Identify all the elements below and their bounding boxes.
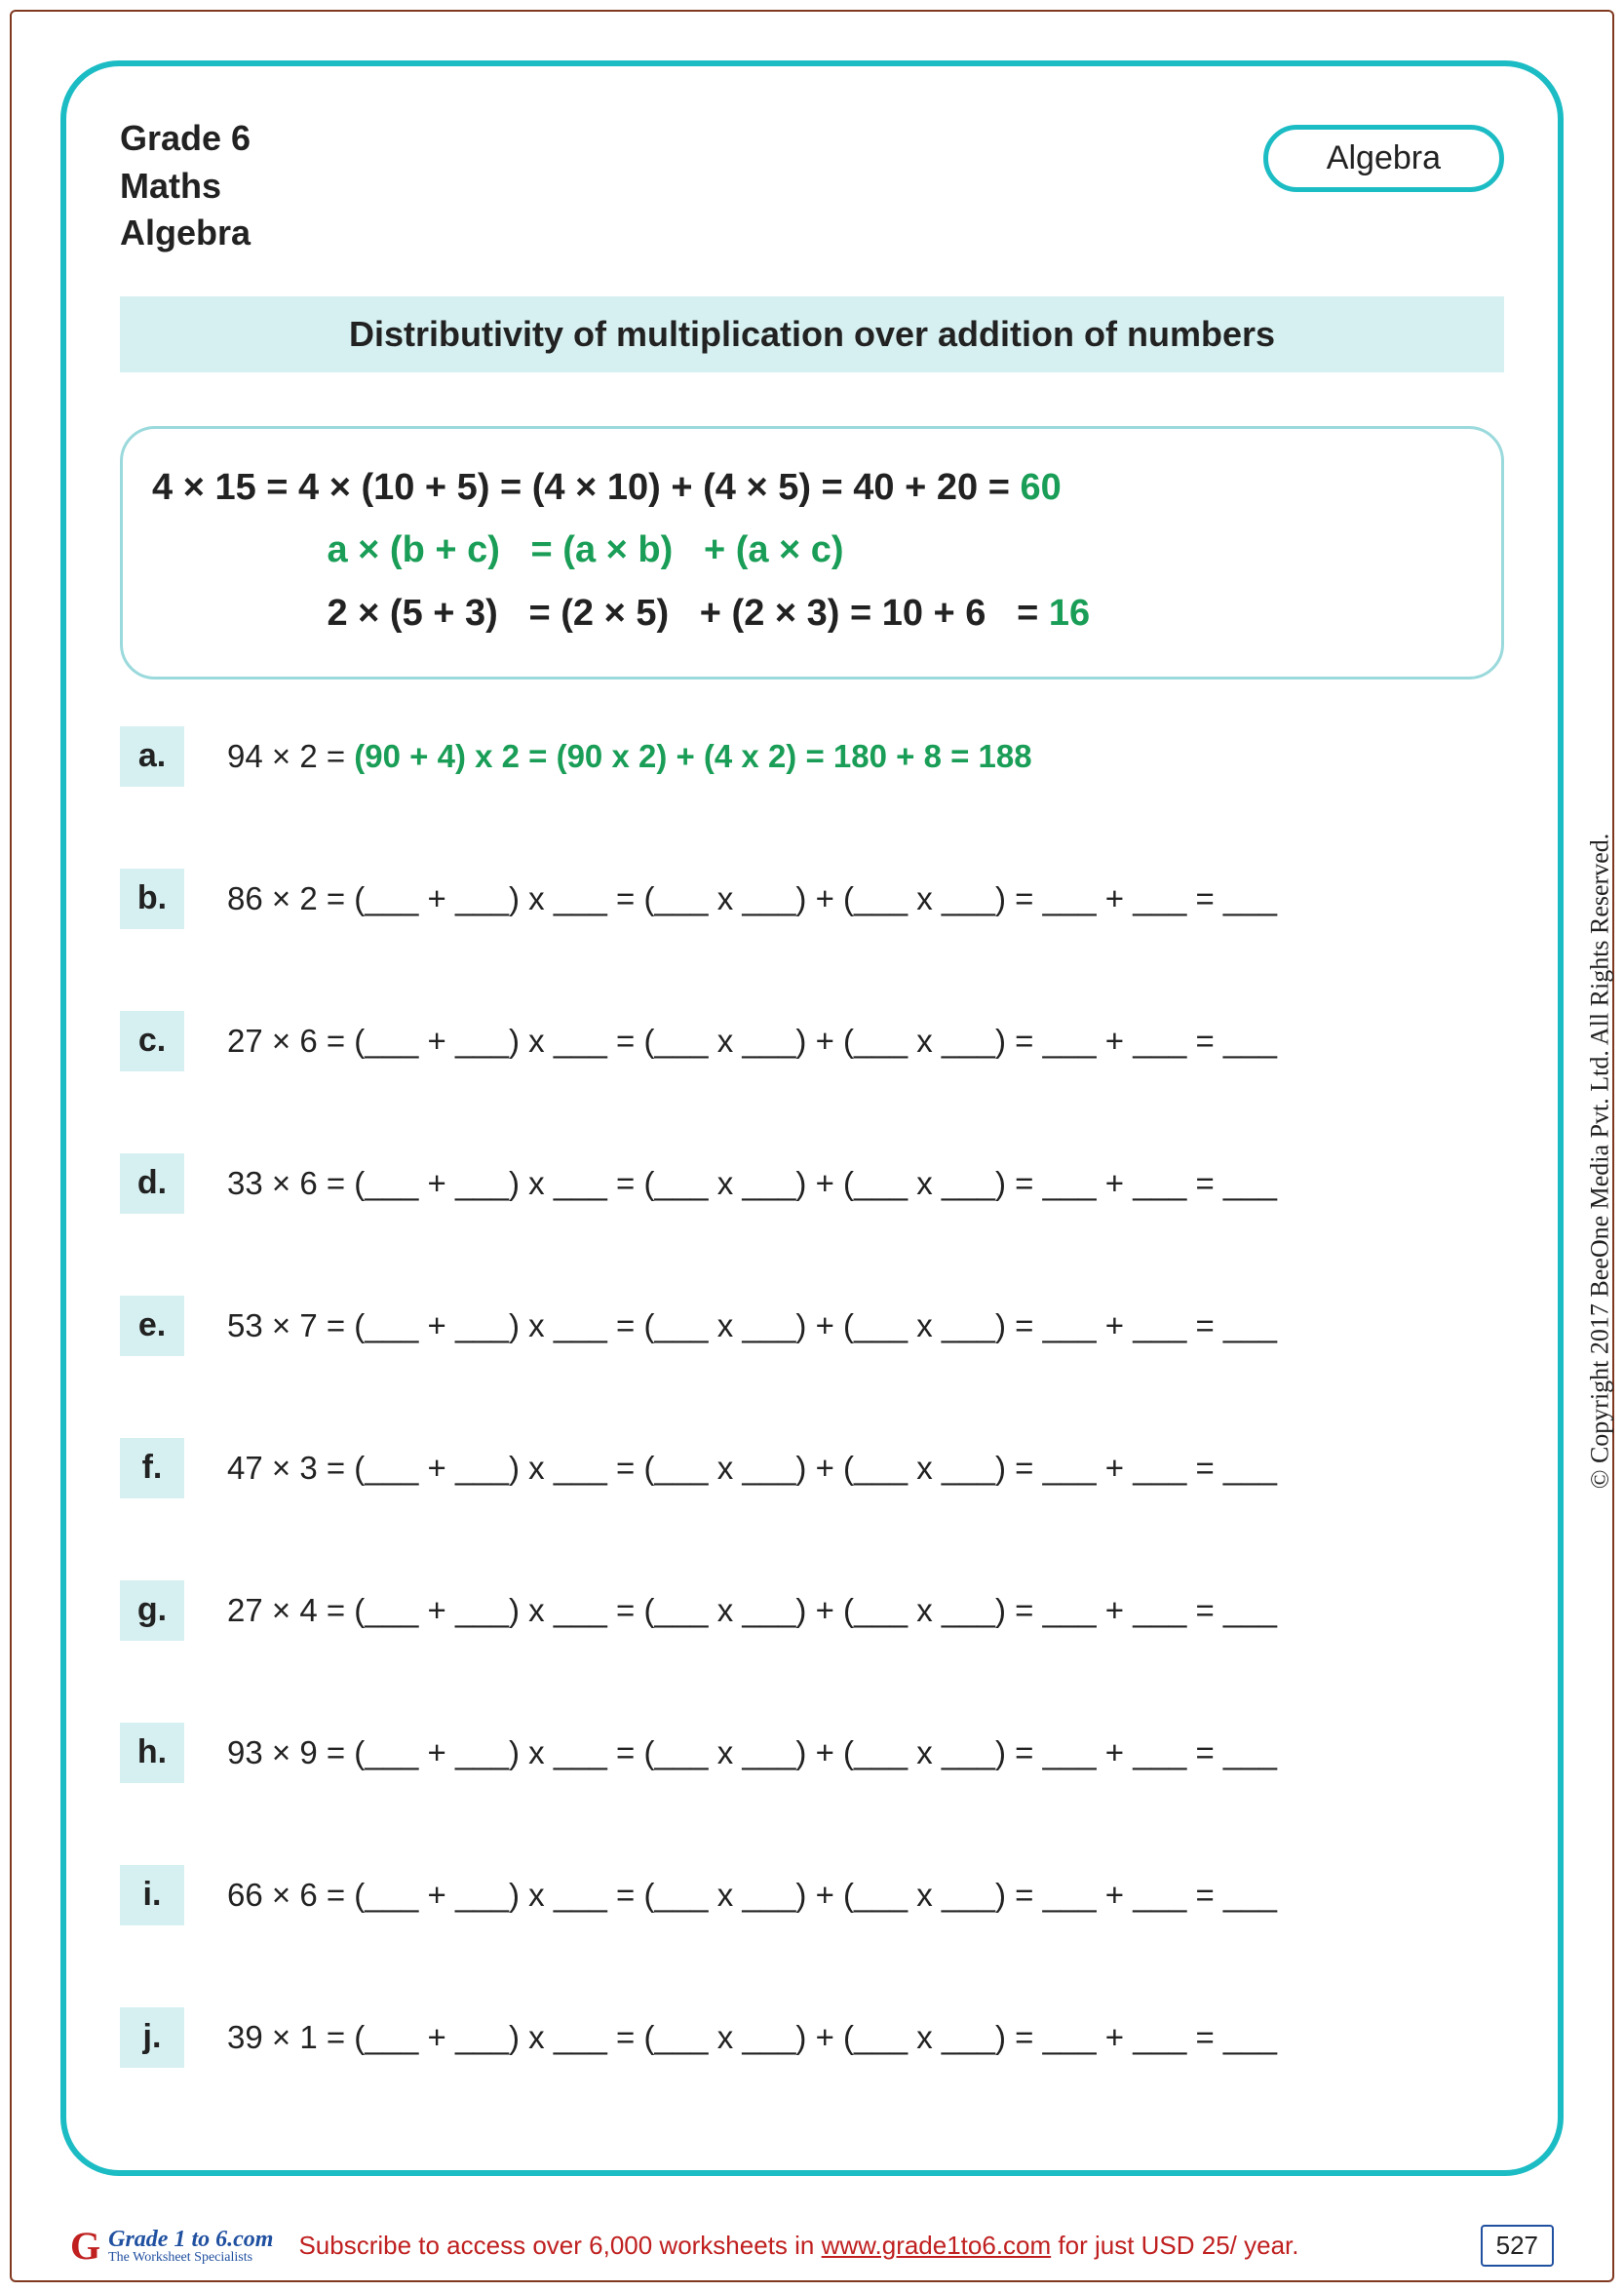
subject-label: Maths [120,163,251,211]
problem-row: a. 94 × 2 = (90 + 4) x 2 = (90 x 2) + (4 … [120,726,1504,787]
logo-line1: Grade 1 to 6.com [108,2228,273,2251]
problem-row: j. 39 × 1 = (___ + ___) x ___ = (___ x __… [120,2007,1504,2068]
problem-row: f. 47 × 3 = (___ + ___) x ___ = (___ x __… [120,1438,1504,1498]
problem-expression: 94 × 2 = (90 + 4) x 2 = (90 x 2) + (4 x … [227,738,1032,775]
problem-row: d. 33 × 6 = (___ + ___) x ___ = (___ x __… [120,1153,1504,1214]
problem-row: g. 27 × 4 = (___ + ___) x ___ = (___ x __… [120,1580,1504,1641]
problem-row: b. 86 × 2 = (___ + ___) x ___ = (___ x __… [120,869,1504,929]
problem-expression: 93 × 9 = (___ + ___) x ___ = (___ x ___)… [227,1734,1277,1771]
logo-icon: G [70,2227,100,2266]
problem-letter: d. [120,1153,184,1214]
brand-logo: G Grade 1 to 6.com The Worksheet Special… [70,2227,273,2266]
subscribe-text: Subscribe to access over 6,000 worksheet… [298,2231,1298,2261]
problem-letter: c. [120,1011,184,1071]
problems-list: a. 94 × 2 = (90 + 4) x 2 = (90 x 2) + (4 … [120,726,1504,2068]
header-left: Grade 6 Maths Algebra [120,115,251,257]
page-number: 527 [1481,2225,1554,2267]
problem-row: h. 93 × 9 = (___ + ___) x ___ = (___ x __… [120,1723,1504,1783]
example-line-3: 2 × (5 + 3) = (2 × 5) + (2 × 3) = 10 + 6… [152,582,1472,645]
problem-row: e. 53 × 7 = (___ + ___) x ___ = (___ x __… [120,1296,1504,1356]
logo-line2: The Worksheet Specialists [108,2251,273,2265]
problem-expression: 66 × 6 = (___ + ___) x ___ = (___ x ___)… [227,1877,1277,1914]
problem-expression: 33 × 6 = (___ + ___) x ___ = (___ x ___)… [227,1165,1277,1202]
problem-expression: 27 × 4 = (___ + ___) x ___ = (___ x ___)… [227,1592,1277,1629]
topic-pill: Algebra [1263,125,1504,192]
problem-letter: j. [120,2007,184,2068]
problem-expression: 53 × 7 = (___ + ___) x ___ = (___ x ___)… [227,1307,1277,1344]
problem-expression: 47 × 3 = (___ + ___) x ___ = (___ x ___)… [227,1450,1277,1487]
problem-row: c. 27 × 6 = (___ + ___) x ___ = (___ x __… [120,1011,1504,1071]
problem-expression: 27 × 6 = (___ + ___) x ___ = (___ x ___)… [227,1023,1277,1060]
worksheet-title: Distributivity of multiplication over ad… [120,296,1504,372]
problem-letter: h. [120,1723,184,1783]
subscribe-link[interactable]: www.grade1to6.com [822,2231,1052,2260]
topic-label: Algebra [120,210,251,257]
problem-letter: e. [120,1296,184,1356]
problem-letter: a. [120,726,184,787]
copyright-text: © Copyright 2017 BeeOne Media Pvt. Ltd. … [1586,833,1615,1489]
problem-letter: i. [120,1865,184,1925]
problem-letter: b. [120,869,184,929]
example-line-2: a × (b + c) = (a × b) + (a × c) [152,519,1472,582]
problem-letter: g. [120,1580,184,1641]
problem-expression: 39 × 1 = (___ + ___) x ___ = (___ x ___)… [227,2019,1277,2056]
problem-expression: 86 × 2 = (___ + ___) x ___ = (___ x ___)… [227,880,1277,917]
example-box: 4 × 15 = 4 × (10 + 5) = (4 × 10) + (4 × … [120,426,1504,680]
problem-row: i. 66 × 6 = (___ + ___) x ___ = (___ x __… [120,1865,1504,1925]
grade-label: Grade 6 [120,115,251,163]
page-border: Grade 6 Maths Algebra Algebra Distributi… [10,10,1614,2282]
example-line-1: 4 × 15 = 4 × (10 + 5) = (4 × 10) + (4 × … [152,456,1472,520]
problem-letter: f. [120,1438,184,1498]
worksheet-box: Grade 6 Maths Algebra Algebra Distributi… [60,60,1564,2176]
footer: G Grade 1 to 6.com The Worksheet Special… [70,2225,1554,2267]
header: Grade 6 Maths Algebra Algebra [120,115,1504,257]
